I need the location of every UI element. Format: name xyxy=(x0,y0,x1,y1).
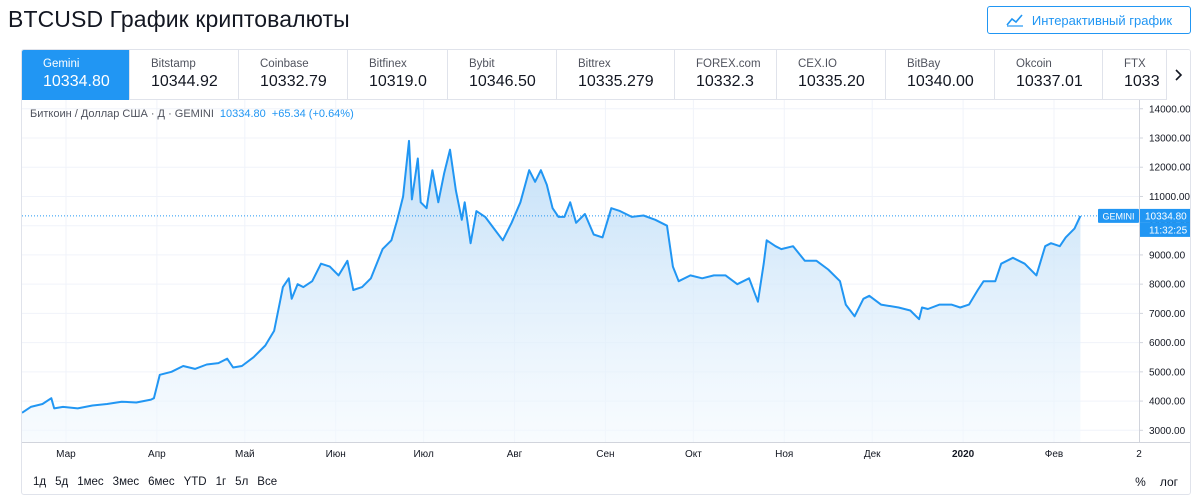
x-tick-label: Мар xyxy=(56,449,76,460)
tab-price: 10335.20 xyxy=(798,73,865,90)
range-button[interactable]: YTD xyxy=(183,476,207,488)
page-title: BTCUSD График криптовалюты xyxy=(8,6,350,32)
y-tick-label: 9000.00 xyxy=(1149,250,1186,261)
tab-price: 10340.00 xyxy=(907,73,974,90)
y-tick-label: 5000.00 xyxy=(1149,367,1186,378)
tab-price: 10332.79 xyxy=(260,73,327,90)
chart-widget: Gemini 10334.80 Bitstamp 10344.92 Coinbase 10… xyxy=(21,49,1191,495)
tab-bitstamp[interactable]: Bitstamp 10344.92 xyxy=(130,50,239,100)
price-area xyxy=(22,140,1081,442)
range-button[interactable]: Все xyxy=(257,476,278,488)
tab-price: 1033 xyxy=(1124,73,1160,90)
tab-exchange-name: Okcoin xyxy=(1016,58,1052,70)
x-tick-label: Май xyxy=(235,449,255,460)
y-tick-label: 6000.00 xyxy=(1149,338,1186,349)
last-time-box xyxy=(1140,222,1190,237)
y-tick-label: 12000.00 xyxy=(1149,163,1190,174)
interactive-chart-button[interactable]: Интерактивный график xyxy=(987,6,1191,34)
log-scale-toggle[interactable]: лог xyxy=(1159,475,1178,489)
tab-price: 10332.3 xyxy=(696,73,754,90)
x-tick-label: Авг xyxy=(507,449,523,460)
x-tick-label: Июн xyxy=(326,449,346,460)
y-tick-label: 7000.00 xyxy=(1149,309,1186,320)
line-chart-icon xyxy=(1006,14,1023,27)
tab-exchange-name: Bybit xyxy=(469,58,495,70)
tab-price: 10334.80 xyxy=(43,73,110,90)
tab-exchange-name: Gemini xyxy=(43,58,80,70)
y-tick-label: 13000.00 xyxy=(1149,134,1190,145)
x-tick-label: 2 xyxy=(1136,449,1142,460)
last-price-time: 11:32:25 xyxy=(1149,225,1188,236)
interactive-chart-label: Интерактивный график xyxy=(1031,12,1173,28)
legend-symbol: Биткоин / Доллар США · Д · GEMINI xyxy=(30,108,214,120)
range-button[interactable]: 1мес xyxy=(77,476,104,488)
tab-coinbase[interactable]: Coinbase 10332.79 xyxy=(239,50,348,100)
y-tick-label: 3000.00 xyxy=(1149,426,1186,437)
range-button[interactable]: 3мес xyxy=(112,476,140,488)
chevron-right-icon xyxy=(1174,69,1182,81)
chart-area[interactable]: 3000.00 4000.00 5000.00 6000.00 7000.00 8000.… xyxy=(22,100,1190,468)
tab-exchange-name: BitBay xyxy=(907,58,941,70)
tab-gemini[interactable]: Gemini 10334.80 xyxy=(22,50,130,100)
y-tick-label: 8000.00 xyxy=(1149,280,1186,291)
tab-okcoin[interactable]: Okcoin 10337.01 xyxy=(995,50,1103,100)
tabs-scroll-right-button[interactable] xyxy=(1166,50,1190,100)
x-tick-label: Июл xyxy=(413,449,433,460)
range-button[interactable]: 5д xyxy=(55,476,69,488)
tab-bittrex[interactable]: Bittrex 10335.279 xyxy=(557,50,675,100)
tab-exchange-name: CEX.IO xyxy=(798,58,837,70)
tab-bitbay[interactable]: BitBay 10340.00 xyxy=(886,50,995,100)
range-button[interactable]: 1д xyxy=(33,476,47,488)
tab-price: 10344.92 xyxy=(151,73,218,90)
y-tick-label: 4000.00 xyxy=(1149,397,1186,408)
percent-scale-toggle[interactable]: % xyxy=(1135,475,1146,489)
tab-exchange-name: Bittrex xyxy=(578,58,611,70)
y-tick-label: 11000.00 xyxy=(1149,192,1190,203)
range-button[interactable]: 6мес xyxy=(148,476,175,488)
tab-exchange-name: Bitstamp xyxy=(151,58,196,70)
exchange-tabs: Gemini 10334.80 Bitstamp 10344.92 Coinbase 10… xyxy=(22,50,1190,100)
last-price-value: 10334.80 xyxy=(1145,211,1187,222)
tab-exchange-name: Coinbase xyxy=(260,58,309,70)
x-tick-label: Сен xyxy=(596,449,614,460)
tab-price: 10335.279 xyxy=(578,73,654,90)
x-tick-label: Апр xyxy=(148,449,166,460)
range-selector: 1д 5д 1мес 3мес 6мес YTD 1г 5л Все xyxy=(22,468,1190,494)
chart-legend: Биткоин / Доллар США · Д · GEMINI 10334.… xyxy=(30,108,354,120)
price-line xyxy=(22,139,1082,414)
x-tick-label: 2020 xyxy=(952,449,975,460)
legend-change: +65.34 (+0.64%) xyxy=(271,108,354,120)
x-tick-label: Дек xyxy=(864,449,881,460)
price-chart[interactable]: 3000.00 4000.00 5000.00 6000.00 7000.00 8000.… xyxy=(22,100,1190,468)
gemini-label-bg xyxy=(1098,208,1139,223)
range-button[interactable]: 1г xyxy=(215,476,227,488)
tab-exchange-name: Bitfinex xyxy=(369,58,407,70)
y-tick-label: 14000.00 xyxy=(1149,104,1190,115)
last-price-box xyxy=(1140,208,1190,223)
scale-options: % лог xyxy=(1135,468,1178,494)
tab-price: 10319.0 xyxy=(369,73,427,90)
tab-exchange-name: FTX xyxy=(1124,58,1146,70)
legend-value: 10334.80 xyxy=(219,108,266,120)
x-tick-label: Фев xyxy=(1045,449,1063,460)
x-tick-label: Окт xyxy=(685,449,702,460)
range-button[interactable]: 5л xyxy=(235,476,249,488)
tab-bitfinex[interactable]: Bitfinex 10319.0 xyxy=(348,50,448,100)
gemini-label-text: GEMINI xyxy=(1102,211,1134,221)
x-tick-label: Ноя xyxy=(775,449,793,460)
tab-cex-io[interactable]: CEX.IO 10335.20 xyxy=(777,50,886,100)
tab-price: 10346.50 xyxy=(469,73,536,90)
tab-bybit[interactable]: Bybit 10346.50 xyxy=(448,50,557,100)
tab-exchange-name: FOREX.com xyxy=(696,58,761,70)
tab-forex-com[interactable]: FOREX.com 10332.3 xyxy=(675,50,777,100)
tab-price: 10337.01 xyxy=(1016,73,1083,90)
